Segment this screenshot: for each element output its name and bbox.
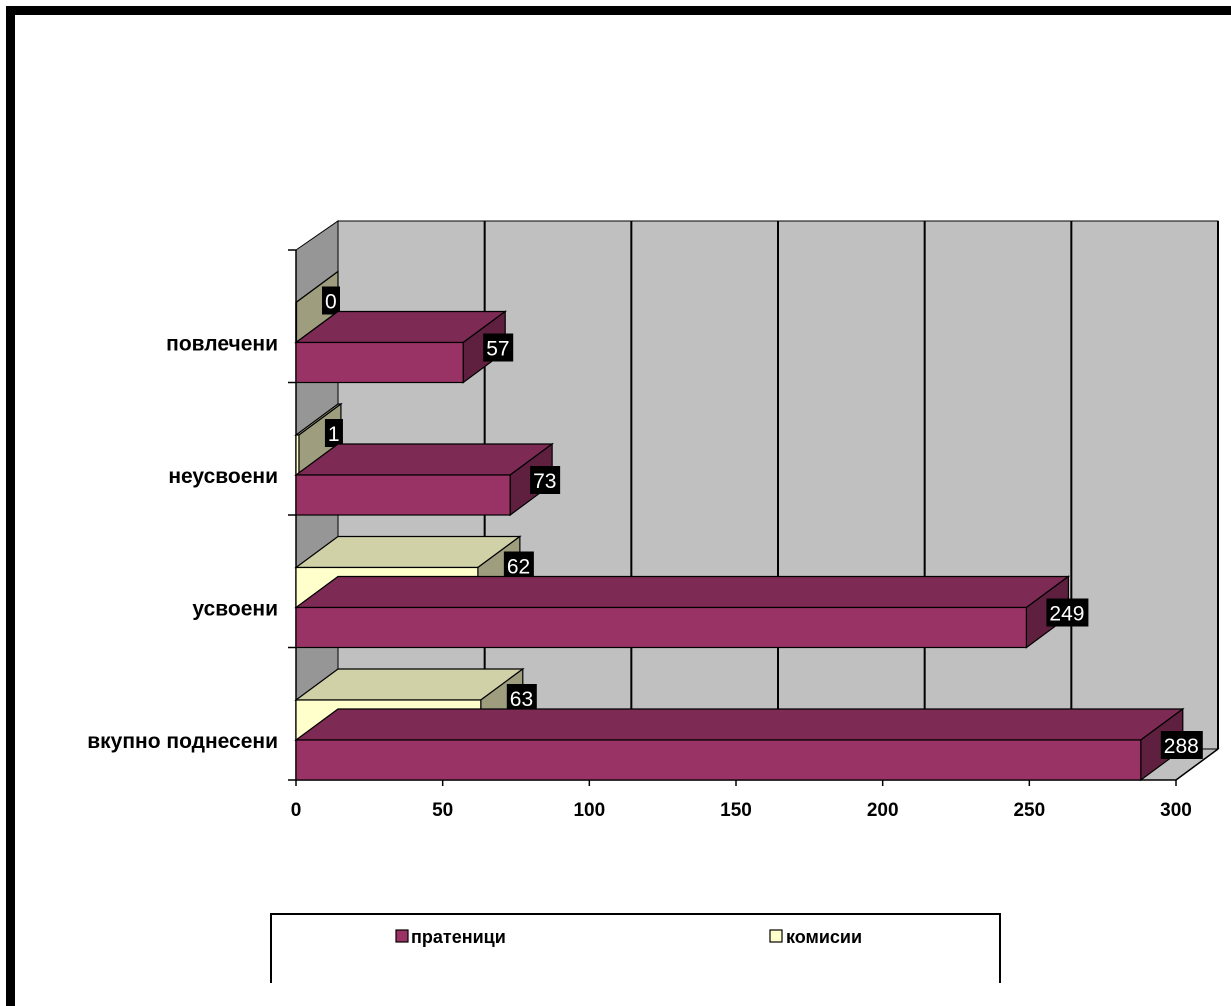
data-label-pratenici: 288 bbox=[1164, 735, 1199, 758]
legend-label-komisii: комисии bbox=[786, 927, 862, 947]
legend bbox=[270, 913, 1001, 983]
data-label-komisii-bg bbox=[324, 419, 343, 447]
x-tick-label: 200 bbox=[867, 800, 899, 821]
data-label-pratenici-bg bbox=[530, 466, 561, 494]
bar-chart: 0 50 100 150 200 250 300 63 288 вкупно поднесени 6… bbox=[87, 220, 1220, 983]
data-label-pratenici-bg bbox=[483, 333, 514, 362]
data-label-komisii: 0 bbox=[325, 291, 337, 314]
x-tick-label: 50 bbox=[432, 800, 453, 821]
legend-swatch-pratenici bbox=[395, 929, 409, 943]
legend-swatch-komisii bbox=[769, 929, 783, 943]
bar-komisii bbox=[295, 301, 298, 344]
bar-pratenici bbox=[295, 341, 464, 384]
x-tick-label: 300 bbox=[1160, 800, 1192, 821]
floor-gridline bbox=[1175, 748, 1219, 781]
bar-pratenici-top bbox=[294, 443, 554, 476]
bar-komisii bbox=[295, 434, 300, 476]
bar-pratenici bbox=[295, 739, 1142, 781]
bar-pratenici-top bbox=[294, 575, 1071, 609]
data-label-pratenici: 57 bbox=[486, 338, 509, 361]
x-tick-label: 250 bbox=[1013, 800, 1045, 821]
bar-pratenici bbox=[295, 474, 511, 516]
data-label-pratenici: 73 bbox=[533, 470, 556, 493]
data-label-komisii: 1 bbox=[328, 423, 340, 446]
x-tick-label: 150 bbox=[720, 800, 752, 821]
x-tick-label: 0 bbox=[291, 800, 302, 821]
data-label-komisii: 63 bbox=[510, 688, 533, 711]
category-label: вкупно поднесени bbox=[87, 730, 278, 753]
legend-label-pratenici: пратеници bbox=[411, 927, 506, 947]
data-label-pratenici-bg bbox=[1160, 731, 1203, 759]
data-label-pratenici: 249 bbox=[1049, 603, 1084, 626]
bar-pratenici bbox=[295, 606, 1028, 649]
data-label-komisii-bg bbox=[506, 684, 537, 712]
category-label: усвоени bbox=[192, 598, 278, 621]
bar-pratenici-top bbox=[294, 708, 1185, 741]
data-label-komisii-bg bbox=[503, 551, 534, 580]
data-label-komisii-bg bbox=[322, 286, 340, 315]
category-label: повлечени bbox=[166, 333, 278, 356]
category-label: неусвоени bbox=[168, 465, 278, 488]
x-tick-label: 100 bbox=[573, 800, 605, 821]
data-label-pratenici-bg bbox=[1046, 598, 1089, 627]
data-label-komisii: 62 bbox=[507, 556, 530, 579]
